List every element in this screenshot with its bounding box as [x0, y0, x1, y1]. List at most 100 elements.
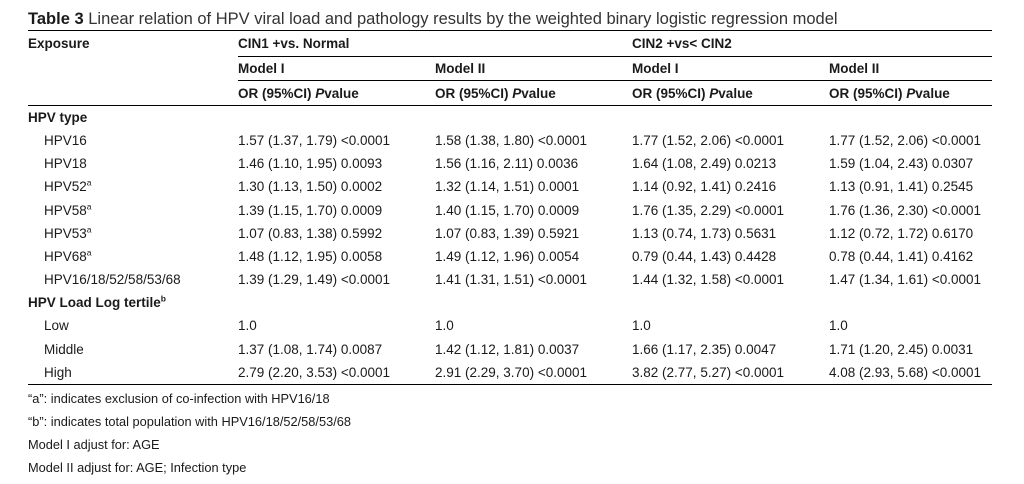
row-label-text: HPV16: [44, 133, 87, 149]
row-value: 1.0: [435, 318, 454, 334]
row-label-sup: a: [86, 224, 92, 235]
row-value: 1.58 (1.38, 1.80) <0.0001: [435, 133, 587, 149]
row-label: High: [28, 360, 238, 385]
header-stat: OR (95%CI) Pvalue: [238, 80, 435, 106]
row-value: 2.79 (2.20, 3.53) <0.0001: [238, 360, 435, 385]
row-label-text: HPV18: [44, 156, 87, 172]
table-row: HPV52a 1.30 (1.13, 1.50) 0.0002 1.32 (1.14…: [28, 175, 992, 198]
row-label-text: High: [44, 364, 72, 380]
footnote: “a”: indicates exclusion of co-infection…: [28, 390, 330, 406]
row-label-text: HPV58: [44, 202, 87, 218]
header-stat-p: P: [315, 85, 325, 101]
table-row: HPV68a 1.48 (1.12, 1.95) 0.0058 1.49 (1.12…: [28, 245, 992, 268]
header-stat-suffix: value: [324, 85, 359, 101]
header-stat-prefix: OR (95%CI): [632, 85, 710, 101]
header-stat-suffix: value: [521, 85, 556, 101]
row-value: 1.66 (1.17, 2.35) 0.0047: [632, 341, 777, 357]
row-value: 1.49 (1.12, 1.96) 0.0054: [435, 249, 580, 265]
row-value: 1.0: [829, 318, 848, 334]
header-stat-prefix: OR (95%CI): [238, 85, 316, 101]
row-label: HPV16: [28, 129, 238, 152]
row-value: 1.76 (1.36, 2.30) <0.0001: [829, 202, 982, 218]
row-label: HPV52a: [28, 175, 238, 198]
header-model: Model I: [238, 56, 435, 81]
header-stat-p: P: [906, 85, 916, 101]
footnote: Model II adjust for: AGE; Infection type: [28, 459, 247, 475]
header-stat-suffix: value: [718, 85, 753, 101]
row-value: 1.30 (1.13, 1.50) 0.0002: [238, 179, 383, 195]
row-label-text: HPV52: [44, 179, 87, 195]
header-stat: OR (95%CI) Pvalue: [829, 80, 993, 106]
header-exposure: Exposure: [28, 30, 238, 57]
table-row: Middle 1.37 (1.08, 1.74) 0.0087 1.42 (1.12…: [28, 338, 992, 361]
table-row: HPV18 1.46 (1.10, 1.95) 0.0093 1.56 (1.16,…: [28, 152, 992, 175]
row-value: 1.44 (1.32, 1.58) <0.0001: [632, 272, 785, 288]
row-value: 1.32 (1.14, 1.51) 0.0001: [435, 179, 580, 195]
row-label-text: HPV16/18/52/58/53/68: [44, 272, 181, 288]
row-value: 1.46 (1.10, 1.95) 0.0093: [238, 156, 383, 172]
row-label: HPV68a: [28, 245, 238, 268]
row-value: 1.56 (1.16, 2.11) 0.0036: [435, 156, 579, 172]
table-row: High 2.79 (2.20, 3.53) <0.0001 2.91 (2.29,…: [28, 360, 993, 385]
regression-table: Exposure CIN1 +vs. Normal CIN2 +vs< CIN2…: [28, 30, 993, 385]
row-value: 0.78 (0.44, 1.41) 0.4162: [829, 249, 974, 265]
row-label-sup: a: [86, 247, 92, 258]
row-value: 1.14 (0.92, 1.41) 0.2416: [632, 179, 777, 195]
header-stat: OR (95%CI) Pvalue: [632, 80, 830, 106]
row-label: HPV58a: [28, 199, 238, 222]
caption-text: Linear relation of HPV viral load and pa…: [88, 10, 838, 28]
row-value: 1.39 (1.29, 1.49) <0.0001: [238, 272, 390, 288]
section-title: HPV Load Log tertileb: [28, 291, 992, 314]
row-value: 4.08 (2.93, 5.68) <0.0001: [829, 360, 993, 385]
caption-label: Table 3: [28, 10, 84, 28]
row-value: 1.39 (1.15, 1.70) 0.0009: [238, 202, 383, 218]
table-row: HPV53a 1.07 (0.83, 1.38) 0.5992 1.07 (0.83…: [28, 222, 992, 245]
row-value: 1.41 (1.31, 1.51) <0.0001: [435, 272, 587, 288]
header-stat: OR (95%CI) Pvalue: [435, 80, 633, 106]
row-value: 1.76 (1.35, 2.29) <0.0001: [632, 202, 785, 218]
row-label-text: HPV68: [44, 249, 87, 265]
table-container: Table 3 Linear relation of HPV viral loa…: [28, 8, 993, 479]
footnote: “b”: indicates total population with HPV…: [28, 413, 351, 429]
row-label-text: Middle: [44, 341, 84, 357]
header-stat-prefix: OR (95%CI): [829, 85, 907, 101]
row-value: 1.12 (0.72, 1.72) 0.6170: [829, 225, 974, 241]
table-row: HPV58a 1.39 (1.15, 1.70) 0.0009 1.40 (1.15…: [28, 199, 992, 222]
header-row-stat: OR (95%CI) Pvalue OR (95%CI) Pvalue OR (95…: [28, 80, 993, 106]
row-label-sup: a: [86, 201, 92, 212]
row-value: 1.64 (1.08, 2.49) 0.0213: [632, 156, 777, 172]
header-row-models: Model I Model II Model I Model II: [28, 56, 993, 81]
header-stat-p: P: [512, 85, 522, 101]
row-value: 1.07 (0.83, 1.39) 0.5921: [435, 225, 580, 241]
header-group-2: CIN2 +vs< CIN2: [632, 30, 993, 57]
row-value: 1.77 (1.52, 2.06) <0.0001: [829, 133, 982, 149]
table-row: Low 1.0 1.0 1.0 1.0: [28, 314, 992, 337]
row-value: 1.77 (1.52, 2.06) <0.0001: [632, 133, 785, 149]
row-label: HPV16/18/52/58/53/68: [28, 268, 238, 291]
row-label: Middle: [28, 338, 238, 361]
table-notes: “a”: indicates exclusion of co-infection…: [28, 387, 992, 479]
row-value: 0.79 (0.44, 1.43) 0.4428: [632, 249, 777, 265]
header-model: Model I: [632, 56, 830, 81]
section-title-text: HPV Load Log tertile: [28, 295, 161, 311]
row-value: 1.71 (1.20, 2.45) 0.0031: [829, 341, 974, 357]
header-model: Model II: [829, 56, 993, 81]
row-value: 1.48 (1.12, 1.95) 0.0058: [238, 249, 383, 265]
row-value: 1.47 (1.34, 1.61) <0.0001: [829, 272, 982, 288]
row-label-sup: a: [86, 177, 92, 188]
header-stat-prefix: OR (95%CI): [435, 85, 513, 101]
table-row: HPV16 1.57 (1.37, 1.79) <0.0001 1.58 (1.38…: [28, 129, 992, 152]
row-value: 2.91 (2.29, 3.70) <0.0001: [435, 360, 633, 385]
row-value: 3.82 (2.77, 5.27) <0.0001: [632, 360, 830, 385]
header-stat-suffix: value: [915, 85, 950, 101]
row-value: 1.59 (1.04, 2.43) 0.0307: [829, 156, 974, 172]
row-value: 1.37 (1.08, 1.74) 0.0087: [238, 341, 383, 357]
header-row-groups: Exposure CIN1 +vs. Normal CIN2 +vs< CIN2: [28, 30, 993, 57]
header-stat-p: P: [709, 85, 719, 101]
row-value: 1.07 (0.83, 1.38) 0.5992: [238, 225, 383, 241]
row-label: Low: [28, 314, 238, 337]
table-body: HPV type HPV16 1.57 (1.37, 1.79) <0.0001 1.…: [28, 106, 993, 385]
table-row: HPV16/18/52/58/53/68 1.39 (1.29, 1.49) <0…: [28, 268, 992, 291]
row-label: HPV53a: [28, 222, 238, 245]
section-row: HPV type: [28, 106, 992, 130]
